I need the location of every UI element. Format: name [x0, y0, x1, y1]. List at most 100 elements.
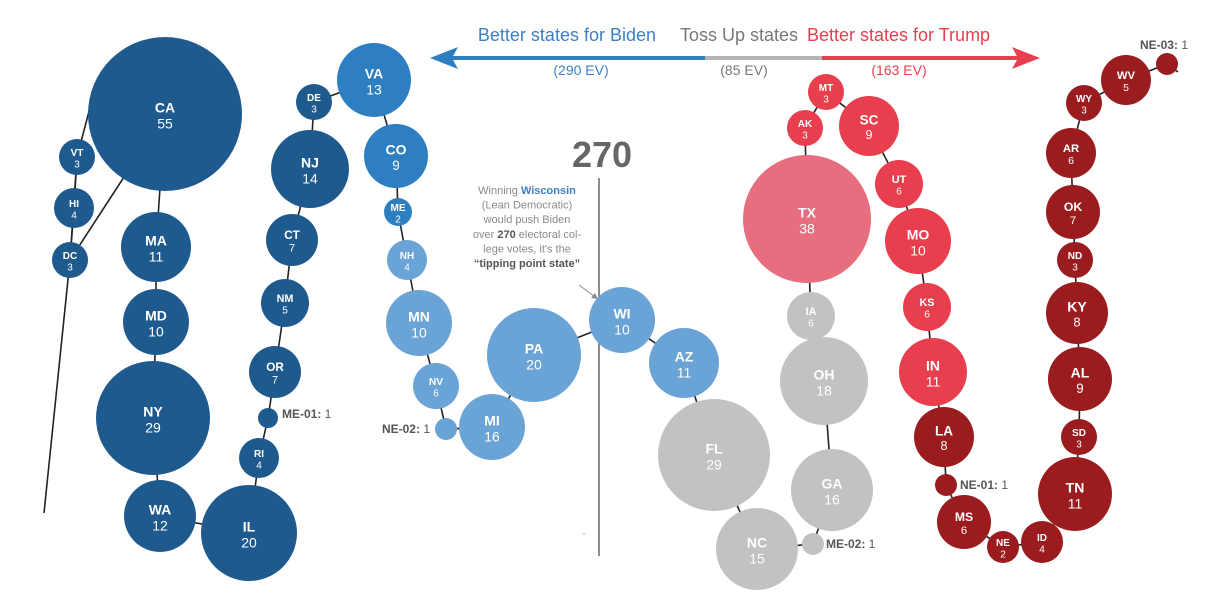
state-abbr-va: VA	[365, 66, 383, 82]
state-circle-or	[249, 346, 301, 398]
state-circle-vt	[59, 139, 95, 175]
state-circle-tx	[743, 155, 871, 283]
state-abbr-ia: IA	[806, 306, 817, 318]
state-abbr-me: ME	[391, 203, 406, 214]
state-ev-az: 11	[677, 365, 692, 381]
state-abbr-nv: NV	[429, 377, 443, 388]
annotation-line: (Lean Democratic)	[482, 200, 572, 212]
state-circle-fl	[658, 399, 770, 511]
state-bubble-ms: MS6	[937, 495, 991, 549]
threshold-label: 270	[572, 134, 632, 175]
state-ev-sd: 3	[1076, 440, 1082, 451]
state-circle-ga	[791, 449, 873, 531]
state-bubble-ct: CT7	[266, 214, 318, 266]
state-circle-nc	[716, 508, 798, 590]
state-abbr-ct: CT	[284, 229, 300, 242]
threshold-270: 270 -	[572, 134, 632, 556]
state-ev-mi: 16	[484, 429, 500, 445]
trump-ev: (163 EV)	[871, 62, 926, 78]
state-ev-nc: 15	[749, 551, 765, 567]
state-abbr-ny: NY	[143, 404, 163, 420]
state-ev-ri: 4	[256, 461, 262, 472]
state-circle-tn	[1038, 457, 1112, 531]
state-circle-ut	[875, 160, 923, 208]
state-label-ne-03: NE-03: 1	[1140, 38, 1188, 52]
state-abbr-ga: GA	[822, 476, 843, 492]
state-abbr-az: AZ	[675, 349, 694, 365]
state-abbr-mn: MN	[408, 309, 430, 325]
state-abbr-dc: DC	[63, 251, 77, 262]
state-circle-mn	[386, 290, 452, 356]
state-bubble-ar: AR6	[1046, 128, 1096, 178]
state-ev-nh: 4	[404, 263, 410, 274]
state-ev-wy: 3	[1081, 106, 1087, 117]
annotation-line: over 270 electoral col-	[473, 229, 582, 241]
state-abbr-or: OR	[266, 361, 284, 374]
state-ev-co: 9	[392, 158, 399, 173]
state-ev-ms: 6	[961, 525, 967, 537]
state-bubble-ut: UT6	[875, 160, 923, 208]
state-circle-mo	[885, 208, 951, 274]
state-abbr-md: MD	[145, 308, 167, 324]
state-circle-oh	[780, 337, 868, 425]
state-circle-ok	[1046, 185, 1100, 239]
state-abbr-wi: WI	[613, 306, 630, 322]
right-arrow-icon	[1012, 47, 1040, 69]
state-bubble-nh: NH4	[387, 240, 427, 280]
state-abbr-la: LA	[935, 424, 953, 439]
state-ev-ca: 55	[157, 116, 173, 132]
state-circle-nd	[1057, 242, 1093, 278]
state-abbr-nd: ND	[1068, 251, 1082, 262]
state-ev-me: 2	[395, 215, 401, 226]
state-abbr-ks: KS	[920, 297, 935, 309]
state-ev-oh: 18	[816, 383, 832, 399]
state-bubble-hi: HI4	[54, 188, 94, 228]
state-ev-ne: 2	[1000, 550, 1006, 561]
state-abbr-mi: MI	[484, 413, 500, 429]
state-ev-ky: 8	[1073, 315, 1080, 330]
state-circle-ne-02	[435, 418, 457, 440]
state-abbr-al: AL	[1071, 365, 1090, 381]
state-ev-wa: 12	[152, 518, 168, 534]
state-circle-sc	[839, 96, 899, 156]
state-circle-wi	[589, 287, 655, 353]
state-circle-ri	[239, 438, 279, 478]
state-bubble-ne: NE2	[987, 531, 1019, 563]
state-bubble-sd: SD3	[1061, 419, 1097, 455]
state-ev-va: 13	[366, 82, 382, 98]
state-bubble-ks: KS6	[903, 283, 951, 331]
state-label-ne-02: NE-02: 1	[382, 422, 430, 436]
state-label-ne-01: NE-01: 1	[960, 478, 1008, 492]
state-ev-nj: 14	[302, 171, 318, 187]
state-ev-sc: 9	[865, 128, 872, 142]
state-circle-ne-03	[1156, 53, 1178, 75]
state-ev-mn: 10	[411, 325, 427, 341]
state-abbr-nc: NC	[747, 535, 767, 551]
state-abbr-sd: SD	[1072, 428, 1086, 439]
state-bubble-id: ID4	[1021, 521, 1063, 563]
state-circle-ca	[88, 37, 242, 191]
state-ev-id: 4	[1039, 545, 1045, 556]
state-abbr-ky: KY	[1067, 299, 1087, 315]
state-bubble-ok: OK7	[1046, 185, 1100, 239]
state-bubble-me-02: ME-02: 1	[802, 533, 876, 555]
state-bubble-wy: WY3	[1066, 85, 1102, 121]
state-ev-in: 11	[926, 374, 941, 390]
state-circle-hi	[54, 188, 94, 228]
state-abbr-ok: OK	[1064, 200, 1082, 214]
annotation-line: lege votes, it's the	[483, 243, 571, 255]
state-abbr-ut: UT	[892, 174, 907, 186]
state-abbr-ak: AK	[798, 119, 813, 130]
state-bubble-vt: VT3	[59, 139, 95, 175]
